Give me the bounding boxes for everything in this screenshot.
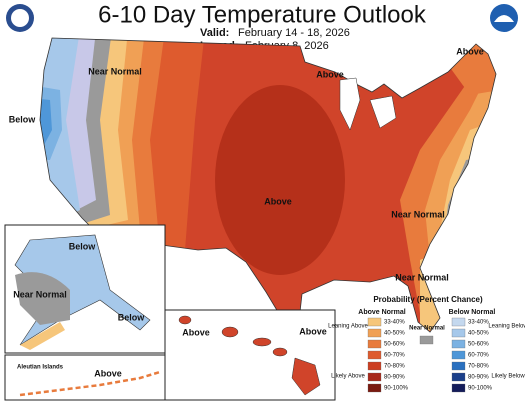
legend-swatch (451, 372, 466, 382)
legend-swatch (451, 328, 466, 338)
likely-below: Likely Below (491, 374, 525, 380)
legend-range: 90-100% (384, 386, 409, 392)
region (420, 255, 442, 330)
map-label: Near Normal (13, 289, 67, 299)
legend-swatch (451, 350, 466, 360)
title: 6-10 Day Temperature Outlook (98, 1, 427, 28)
map-label: Aleutian Islands (17, 365, 64, 371)
map-label: Above (299, 326, 327, 336)
legend-swatch (367, 383, 382, 393)
leaning-above: Leaning Above (328, 324, 368, 330)
legend-range: 60-70% (384, 353, 405, 359)
legend-swatch (367, 361, 382, 371)
legend-range: 50-60% (384, 342, 405, 348)
legend-range: 80-90% (384, 375, 405, 381)
aleutians (19, 370, 161, 397)
legend-range: 40-50% (384, 331, 405, 337)
legend-range: 70-80% (384, 364, 405, 370)
legend-range: 40-50% (468, 331, 489, 337)
near-heading: Near Normal (409, 326, 445, 332)
doc-logo-inner (11, 9, 29, 27)
legend-range: 50-60% (468, 342, 489, 348)
map-label: Near Normal (395, 272, 449, 282)
map-label: Above (182, 327, 210, 337)
valid-dates: February 14 - 18, 2026 (238, 27, 350, 39)
map-label: Above (94, 368, 122, 378)
legend-range: 33-40% (468, 320, 489, 326)
map-label: Near Normal (88, 66, 142, 76)
us-outline (39, 37, 497, 333)
legend-range: 80-90% (468, 375, 489, 381)
legend-title: Probability (Percent Chance) (373, 295, 483, 304)
legend-range: 33-40% (384, 320, 405, 326)
legend-range: 90-100% (468, 386, 493, 392)
noaa-logo-bird (494, 15, 514, 22)
map-label: Above (264, 196, 292, 206)
leaning-below: Leaning Below (488, 324, 525, 330)
legend-swatch (451, 339, 466, 349)
likely-above: Likely Above (331, 374, 365, 380)
great-lakes (339, 77, 397, 131)
region (40, 38, 80, 250)
near-swatch (419, 335, 434, 345)
legend-heading: Above Normal (358, 309, 406, 316)
region (215, 85, 345, 275)
hawaii (178, 315, 321, 396)
legend-swatch (367, 339, 382, 349)
legend-range: 60-70% (468, 353, 489, 359)
legend-swatch (451, 317, 466, 327)
map-label: Below (69, 241, 97, 251)
map-label: Below (118, 312, 146, 322)
legend-swatch (367, 350, 382, 360)
valid-label: Valid: (200, 27, 229, 39)
alaska-above (20, 322, 65, 350)
legend-swatch (367, 328, 382, 338)
legend-swatch (451, 383, 466, 393)
alaska-near (15, 272, 70, 325)
legend-swatch (367, 372, 382, 382)
legend-range: 70-80% (468, 364, 489, 370)
map-label: Above (316, 69, 344, 79)
legend-heading: Below Normal (449, 309, 496, 316)
map-label: Below (9, 114, 37, 124)
legend-swatch (367, 317, 382, 327)
map-label: Near Normal (391, 209, 445, 219)
map-label: Above (456, 46, 484, 56)
legend-swatch (451, 361, 466, 371)
